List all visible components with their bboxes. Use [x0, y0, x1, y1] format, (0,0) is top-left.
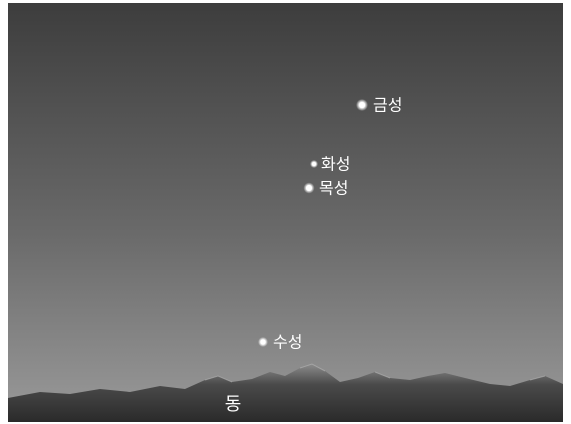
jupiter: 목성 [303, 179, 348, 198]
planet-label: 목성 [319, 179, 348, 198]
planet-core [312, 162, 316, 166]
mars: 화성 [310, 155, 350, 174]
mercury: 수성 [258, 333, 302, 352]
planet-core [306, 185, 312, 191]
planet-core [359, 102, 365, 108]
planet-core [260, 339, 266, 345]
planet-label: 금성 [373, 96, 402, 115]
venus: 금성 [356, 96, 402, 115]
direction-label: 동 [225, 394, 242, 415]
planet-label: 화성 [321, 155, 350, 174]
planet-label: 수성 [273, 333, 302, 352]
mountains [8, 364, 563, 422]
sky [8, 3, 563, 422]
mountain-ridges [204, 363, 546, 383]
